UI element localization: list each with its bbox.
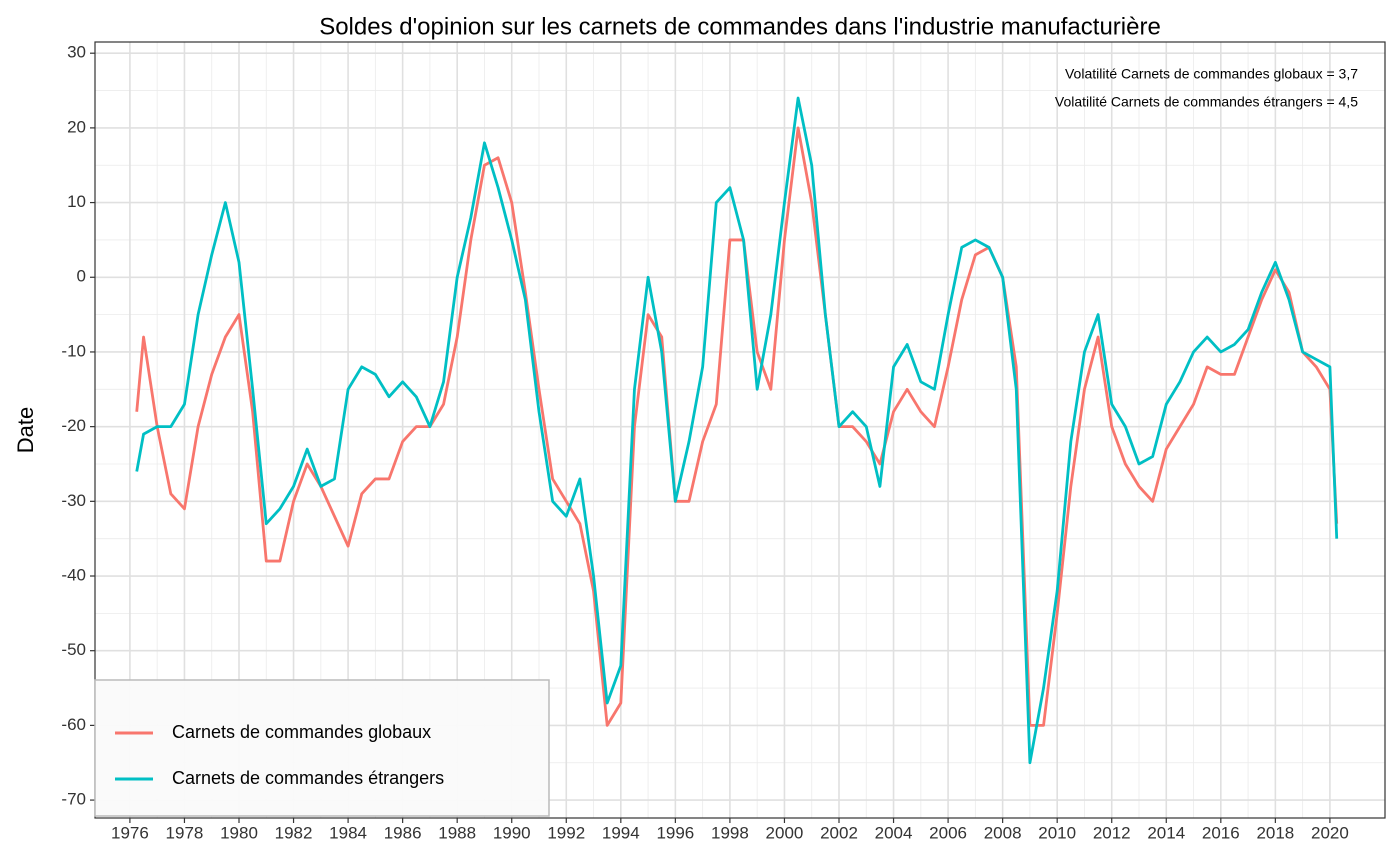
- y-tick-label: 30: [67, 43, 86, 62]
- y-tick-label: -10: [61, 341, 86, 360]
- x-tick-label: 1988: [438, 823, 476, 842]
- x-tick-label: 1980: [220, 823, 258, 842]
- y-tick-label: 0: [77, 267, 86, 286]
- x-tick-label: 2010: [1038, 823, 1076, 842]
- x-tick-label: 1992: [547, 823, 585, 842]
- x-tick-label: 1986: [384, 823, 422, 842]
- legend-label: Carnets de commandes étrangers: [172, 768, 444, 788]
- x-tick-label: 1978: [166, 823, 204, 842]
- chart-title: Soldes d'opinion sur les carnets de comm…: [319, 13, 1161, 40]
- y-tick-label: -50: [61, 640, 86, 659]
- x-tick-label: 1998: [711, 823, 749, 842]
- x-tick-label: 2000: [766, 823, 804, 842]
- x-tick-label: 2016: [1202, 823, 1240, 842]
- legend-box: [94, 679, 550, 817]
- plot-border: [94, 41, 1386, 819]
- x-tick-label: 1996: [656, 823, 694, 842]
- x-tick-label: 2018: [1256, 823, 1294, 842]
- x-tick-label: 2014: [1147, 823, 1185, 842]
- series-line: [135, 96, 1339, 765]
- y-axis-label: Date: [13, 407, 38, 453]
- x-tick-label: 1994: [602, 823, 640, 842]
- x-tick-label: 1976: [111, 823, 149, 842]
- y-tick-label: -60: [61, 715, 86, 734]
- series-line: [135, 126, 1339, 727]
- x-tick-label: 2004: [875, 823, 913, 842]
- y-tick-label: 10: [67, 192, 86, 211]
- x-tick-label: 2002: [820, 823, 858, 842]
- x-tick-label: 1984: [329, 823, 367, 842]
- x-tick-label: 1990: [493, 823, 531, 842]
- x-tick-label: 2008: [984, 823, 1022, 842]
- y-tick-label: -40: [61, 565, 86, 584]
- x-tick-label: 2012: [1093, 823, 1131, 842]
- x-tick-label: 1982: [275, 823, 313, 842]
- annotation: Volatilité Carnets de commandes globaux …: [1065, 66, 1358, 82]
- y-tick-label: 20: [67, 117, 86, 136]
- y-tick-label: -20: [61, 416, 86, 435]
- legend: Carnets de commandes globaux Carnets de c…: [94, 679, 550, 817]
- y-tick-label: -70: [61, 790, 86, 809]
- y-tick-label: -30: [61, 491, 86, 510]
- x-tick-label: 2006: [929, 823, 967, 842]
- annotation: Volatilité Carnets de commandes étranger…: [1055, 94, 1358, 110]
- x-tick-label: 2020: [1311, 823, 1349, 842]
- legend-label: Carnets de commandes globaux: [172, 722, 431, 742]
